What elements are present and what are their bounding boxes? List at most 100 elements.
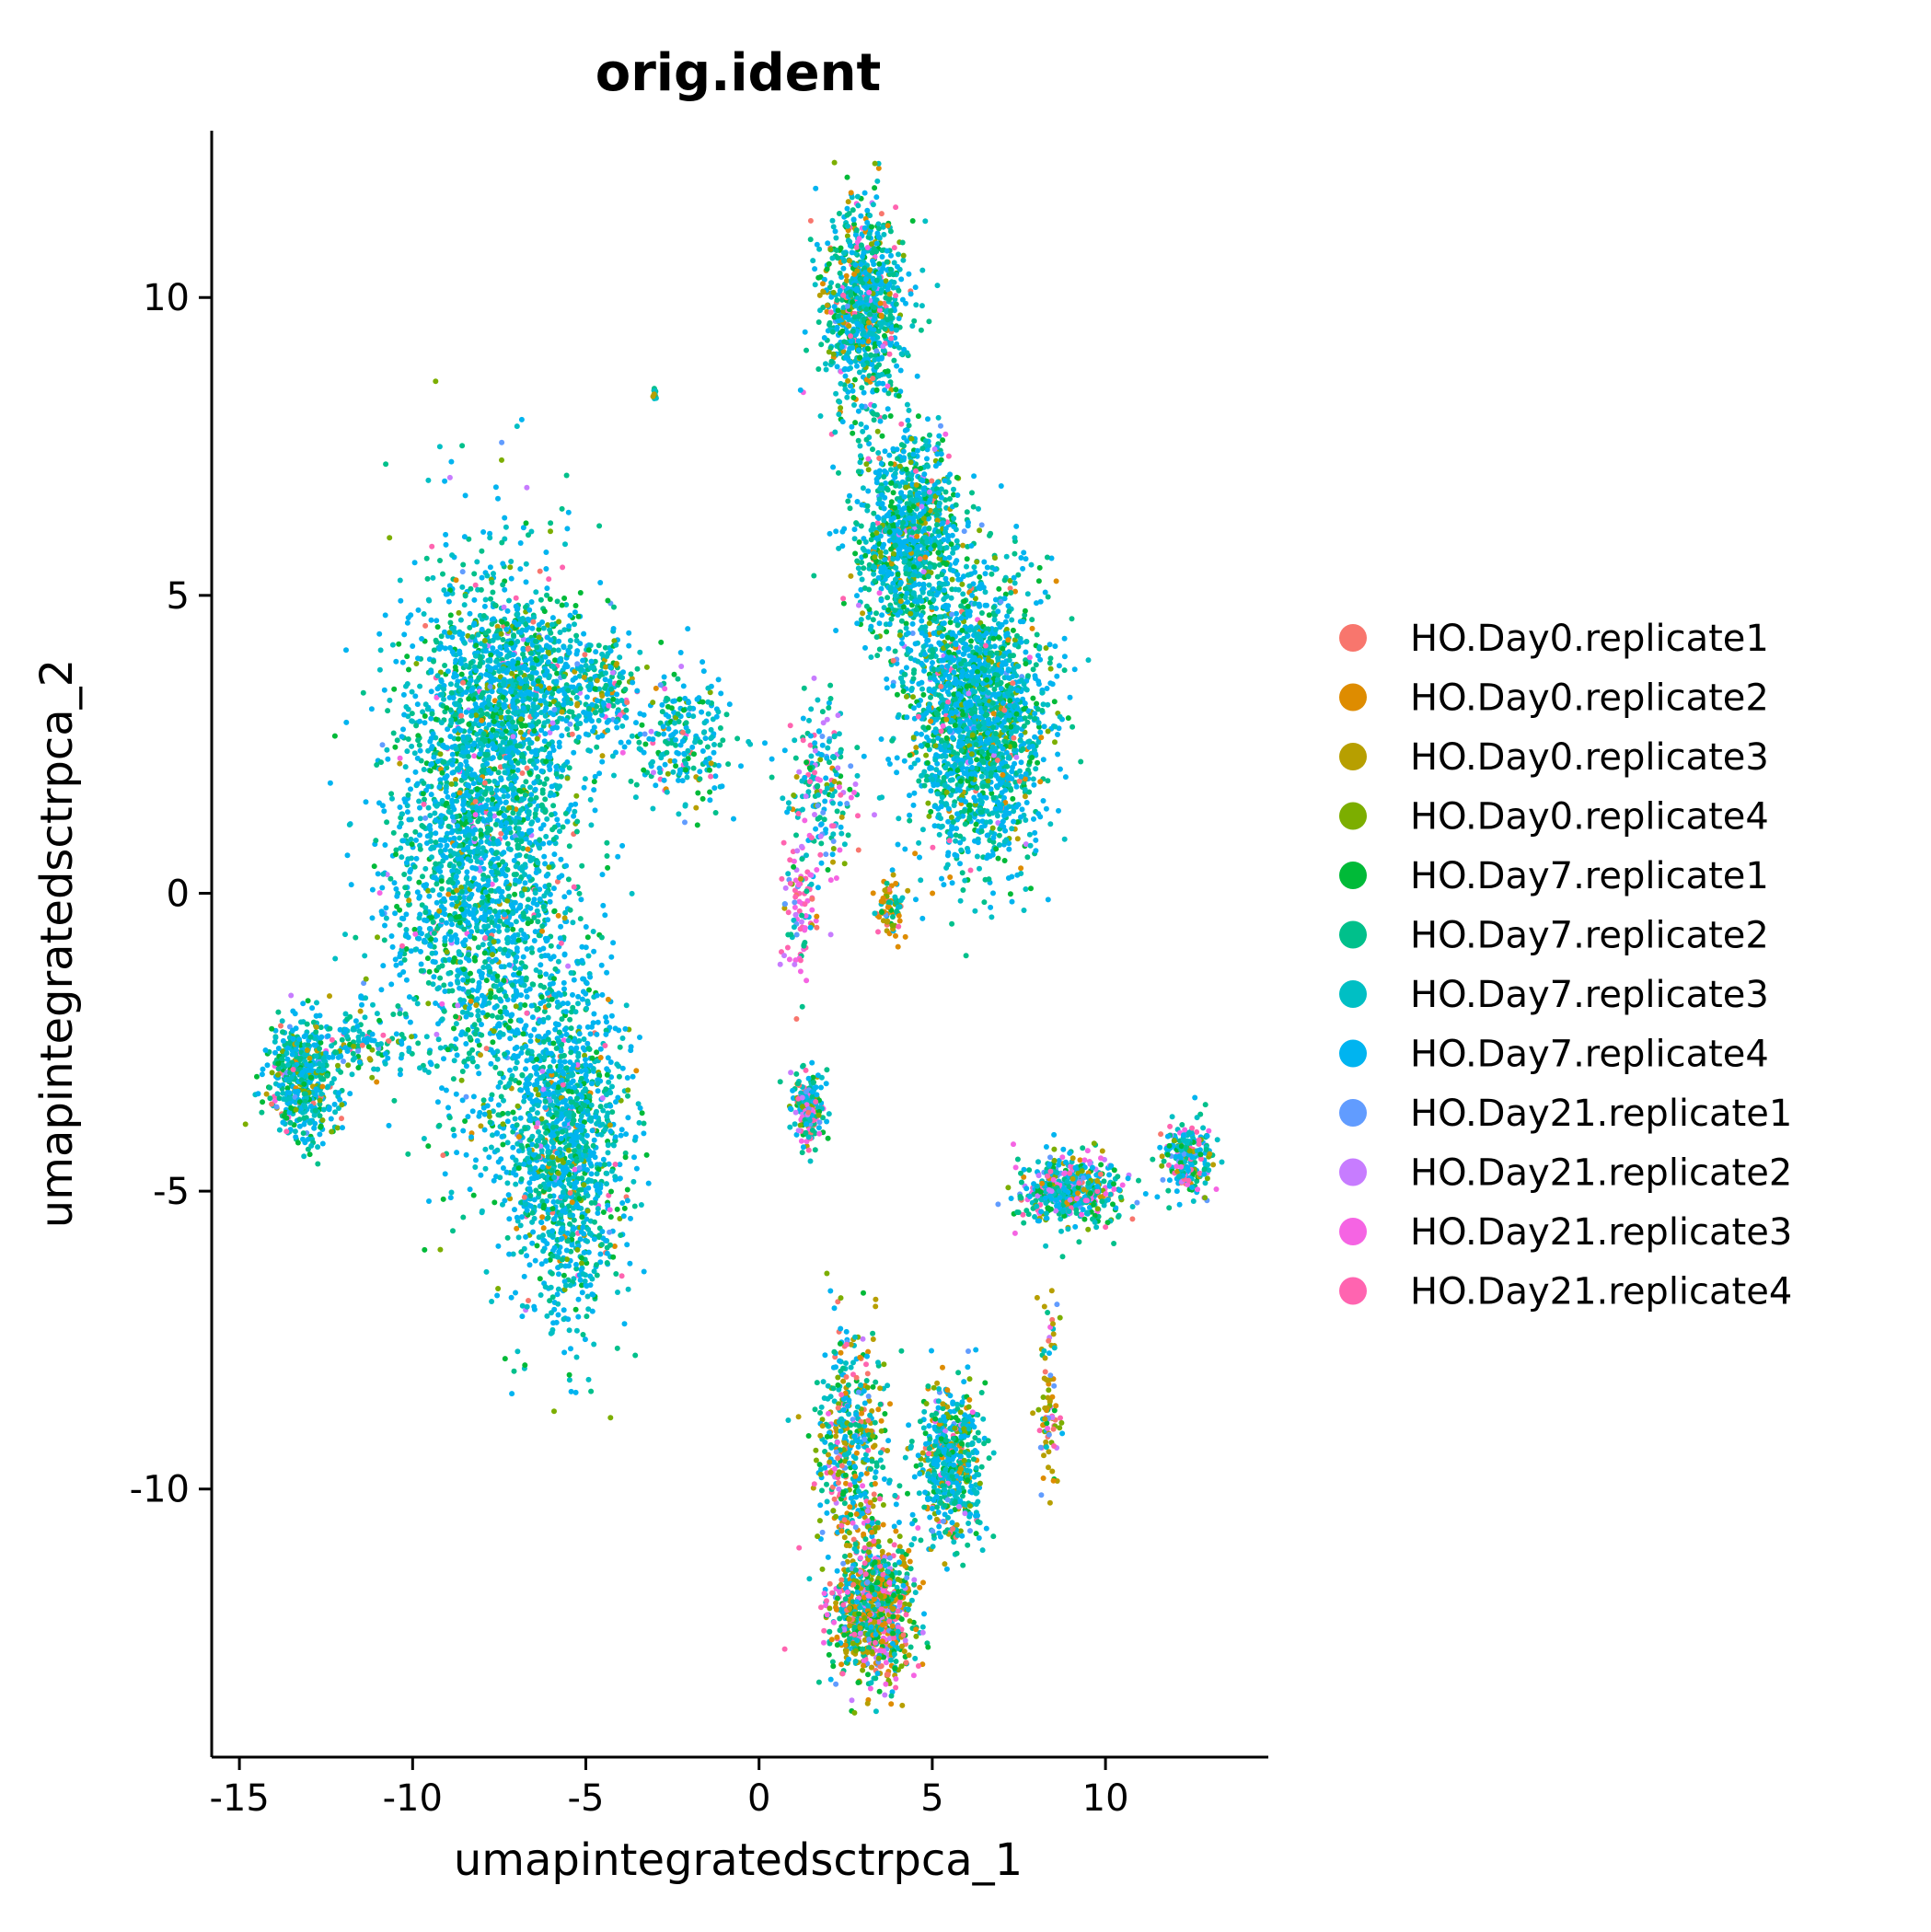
data-point — [617, 1175, 623, 1182]
data-point — [432, 959, 438, 966]
data-point — [503, 647, 510, 654]
data-point — [449, 988, 456, 994]
data-point — [457, 997, 464, 1003]
data-point — [503, 829, 510, 836]
data-point — [619, 723, 626, 729]
data-point — [503, 800, 509, 805]
data-point — [406, 902, 412, 908]
data-point — [514, 837, 520, 843]
data-point — [498, 714, 504, 721]
data-point — [468, 660, 474, 666]
data-point — [508, 1294, 515, 1301]
data-point — [513, 747, 519, 754]
data-point — [498, 964, 504, 970]
data-point — [559, 1077, 565, 1083]
data-point — [539, 1214, 546, 1221]
data-point — [513, 1003, 519, 1010]
data-point — [512, 818, 518, 825]
data-point — [562, 541, 568, 548]
data-point — [566, 1147, 572, 1153]
data-point — [531, 728, 538, 734]
data-point — [534, 1110, 540, 1116]
data-point — [575, 613, 582, 619]
data-point — [559, 1068, 565, 1074]
data-point — [604, 1019, 609, 1025]
data-point — [595, 642, 602, 649]
data-point — [486, 722, 492, 728]
data-point — [398, 845, 404, 851]
data-point — [532, 929, 538, 935]
data-point — [528, 1175, 535, 1182]
data-point — [397, 760, 403, 767]
data-point — [526, 873, 532, 880]
data-point — [547, 898, 553, 905]
data-point — [424, 575, 431, 582]
data-point — [451, 850, 457, 857]
data-point — [475, 631, 481, 638]
data-point — [450, 1127, 457, 1133]
data-point — [527, 1193, 534, 1199]
data-point — [550, 1058, 557, 1064]
data-point — [500, 871, 506, 876]
data-point — [607, 1103, 614, 1109]
data-point — [492, 1064, 499, 1070]
data-point — [390, 730, 397, 736]
data-point — [475, 1008, 481, 1014]
data-point — [403, 832, 410, 839]
data-point — [595, 1206, 601, 1212]
data-point — [457, 727, 464, 734]
data-point — [531, 1197, 538, 1203]
data-point — [412, 946, 419, 953]
data-point — [401, 956, 408, 963]
data-point — [428, 735, 434, 742]
data-point — [480, 1010, 486, 1016]
data-point — [563, 718, 570, 723]
data-point — [411, 750, 418, 757]
data-point — [570, 1004, 576, 1011]
data-point — [564, 1230, 571, 1236]
data-point — [591, 779, 597, 785]
data-point — [480, 872, 487, 878]
data-point — [463, 689, 469, 695]
data-point — [451, 842, 457, 849]
data-point — [498, 986, 504, 992]
data-point — [513, 958, 519, 965]
data-point — [445, 1105, 451, 1111]
data-point — [465, 749, 470, 756]
data-point — [620, 1213, 627, 1220]
data-point — [470, 911, 477, 918]
data-point — [554, 1022, 561, 1028]
data-point — [451, 1132, 457, 1139]
data-point — [376, 890, 383, 897]
data-point — [576, 712, 582, 719]
data-point — [539, 804, 546, 810]
data-point — [429, 844, 435, 850]
data-point — [489, 914, 495, 920]
data-point — [505, 709, 512, 715]
data-point — [388, 981, 395, 988]
data-point — [424, 955, 431, 962]
data-point — [542, 861, 549, 867]
data-point — [501, 678, 507, 685]
data-point — [553, 1110, 560, 1116]
data-point — [470, 742, 477, 748]
data-point — [500, 1110, 506, 1116]
data-point — [609, 1083, 615, 1090]
data-point — [579, 943, 585, 950]
data-point — [545, 917, 551, 923]
data-point — [459, 636, 466, 642]
data-point — [517, 1222, 524, 1229]
data-point — [391, 1097, 398, 1104]
data-point — [515, 1134, 522, 1140]
data-point — [514, 621, 520, 628]
data-point — [554, 1291, 561, 1298]
data-point — [551, 824, 558, 830]
data-point — [533, 870, 539, 875]
data-point — [504, 1140, 511, 1146]
data-point — [429, 543, 435, 550]
data-point — [415, 733, 422, 739]
data-point — [551, 991, 557, 998]
data-point — [533, 638, 539, 644]
data-point — [429, 950, 435, 956]
data-point — [462, 1031, 468, 1037]
